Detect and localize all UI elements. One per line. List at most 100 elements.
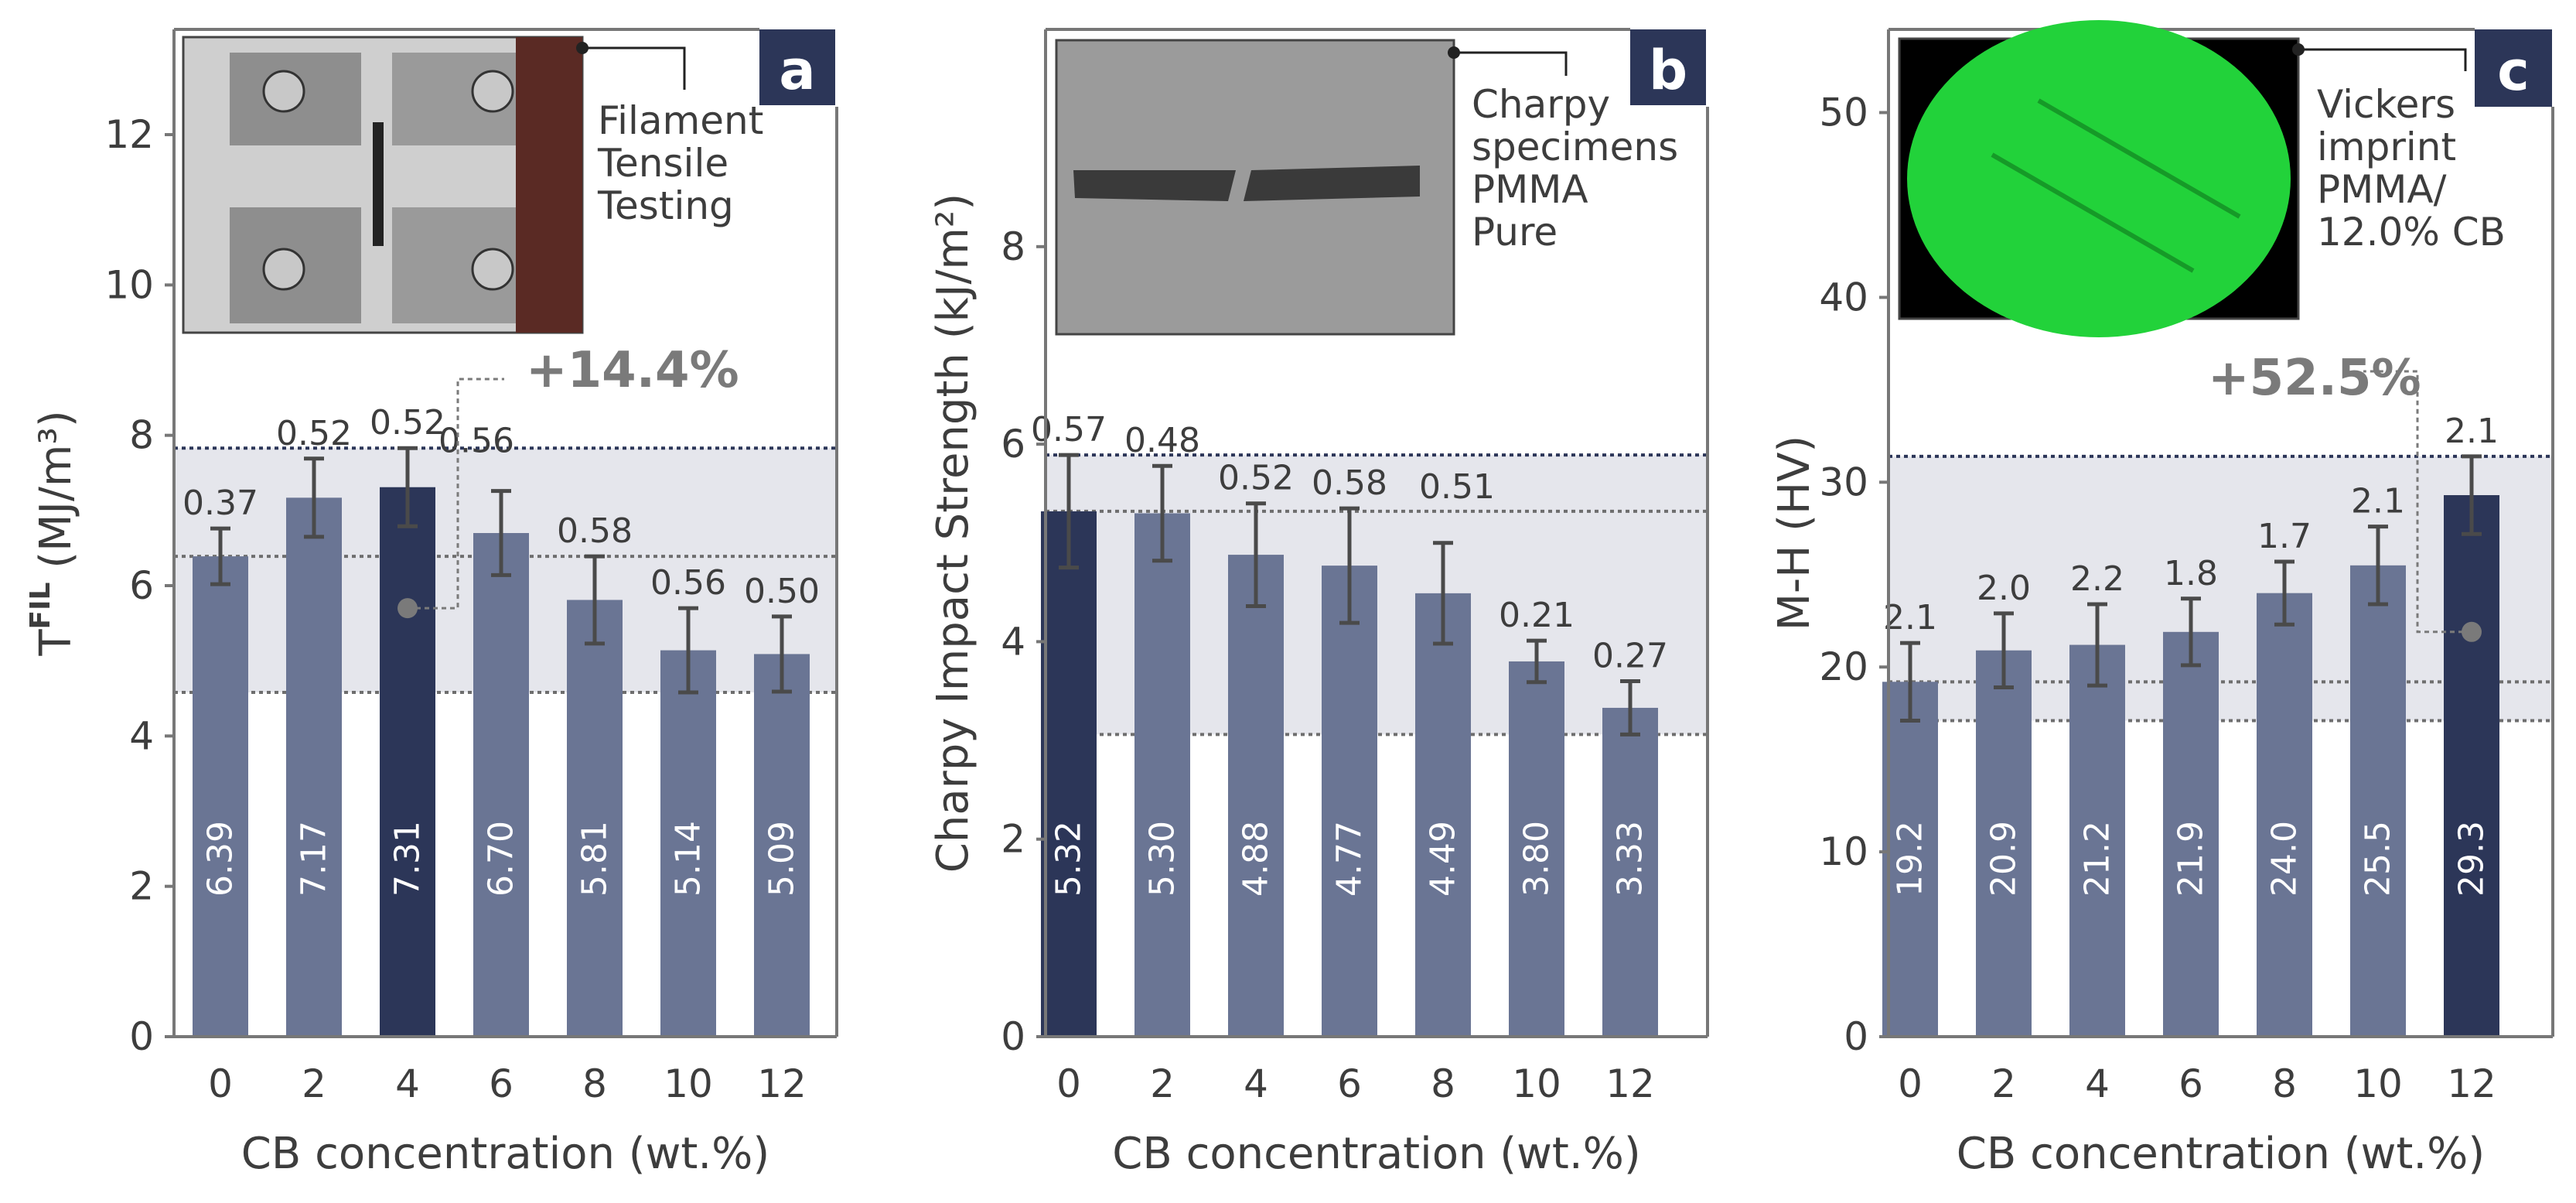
error-label: 1.8 xyxy=(2164,554,2218,593)
x-tick-label: 8 xyxy=(1431,1061,1455,1106)
value-label: 3.33 xyxy=(1611,821,1650,897)
panel-badge xyxy=(1630,29,1706,105)
caption-leader xyxy=(582,46,686,90)
error-label: 2.1 xyxy=(2445,412,2499,451)
x-axis-label: CB concentration (wt.%) xyxy=(1957,1129,2485,1179)
y-tick-label: 4 xyxy=(1001,619,1025,664)
bar xyxy=(1509,661,1564,1037)
bar xyxy=(286,497,342,1037)
value-label: 20.9 xyxy=(1984,821,2024,897)
caption-leader-dot xyxy=(1448,46,1460,59)
x-tick-label: 8 xyxy=(2272,1061,2297,1106)
value-label: 6.70 xyxy=(482,821,521,897)
screw-icon xyxy=(471,70,514,113)
value-label: 7.17 xyxy=(295,821,334,897)
bar xyxy=(2257,593,2312,1037)
improvement-label: +14.4% xyxy=(526,342,739,399)
error-label: 0.58 xyxy=(1312,463,1387,503)
surface-texture xyxy=(1991,98,2241,273)
y-axis-label-main: T xyxy=(31,629,81,657)
panel-badge-label: b xyxy=(1649,39,1687,102)
y-tick-label: 2 xyxy=(1001,817,1025,862)
value-label: 29.3 xyxy=(2452,821,2492,897)
y-tick-label: 20 xyxy=(1819,644,1868,689)
panel-badge-label: a xyxy=(779,39,815,102)
photo-caption-line: Tensile xyxy=(597,141,728,186)
bar xyxy=(2069,644,2125,1037)
error-label: 0.48 xyxy=(1124,421,1200,460)
photo-caption-line: 12.0% CB xyxy=(2317,210,2506,255)
caption-leader-dot xyxy=(576,42,589,54)
bar xyxy=(2350,565,2406,1037)
screw-icon xyxy=(471,248,514,291)
caption-leader xyxy=(1454,51,1568,76)
value-label: 4.88 xyxy=(1237,821,1276,897)
bar xyxy=(567,600,623,1037)
value-label: 4.49 xyxy=(1424,821,1463,897)
improvement-marker xyxy=(2462,621,2482,642)
y-axis-label: TFIL (MJ/m³) xyxy=(25,410,81,656)
bar xyxy=(473,533,529,1037)
bar xyxy=(1882,682,1938,1037)
x-tick-label: 10 xyxy=(664,1061,713,1106)
y-tick-label: 6 xyxy=(129,563,154,608)
error-label: 0.37 xyxy=(183,484,258,523)
x-tick-label: 8 xyxy=(582,1061,607,1106)
improvement-leader xyxy=(408,378,504,610)
value-label: 25.5 xyxy=(2359,821,2398,897)
screw-icon xyxy=(262,248,305,291)
value-label: 24.0 xyxy=(2265,821,2305,897)
bar xyxy=(1134,513,1190,1037)
y-tick-label: 2 xyxy=(129,864,154,909)
panel-c: 2.1 19.2 0 2.0 20.9 2 2.2 21.2 4 1.8 21.9 6 1.7 24.0 8… xyxy=(1769,20,2554,1179)
y-tick-label: 10 xyxy=(1819,829,1868,874)
x-tick-label: 10 xyxy=(2353,1061,2403,1106)
y-tick-label: 12 xyxy=(104,112,154,157)
y-tick-label: 40 xyxy=(1819,275,1868,320)
x-tick-label: 0 xyxy=(1898,1061,1923,1106)
y-tick-label: 0 xyxy=(1001,1014,1025,1059)
bar xyxy=(1322,566,1377,1037)
error-label: 0.52 xyxy=(370,403,445,443)
improvement-leader xyxy=(2363,370,2472,634)
value-label: 21.9 xyxy=(2172,821,2211,897)
error-label: 0.56 xyxy=(650,563,726,603)
y-tick-label: 50 xyxy=(1819,91,1868,135)
x-tick-label: 2 xyxy=(1991,1061,2016,1106)
bar xyxy=(1976,650,2032,1037)
x-tick-label: 6 xyxy=(2179,1061,2203,1106)
error-label: 0.21 xyxy=(1499,596,1575,635)
error-label: 0.27 xyxy=(1592,636,1668,675)
value-label: 6.39 xyxy=(201,821,241,897)
value-label: 21.2 xyxy=(2078,821,2117,897)
x-tick-label: 6 xyxy=(489,1061,513,1106)
photo-caption-line: Charpy xyxy=(1472,82,1610,127)
value-label: 4.77 xyxy=(1330,821,1370,897)
caption-leader xyxy=(2298,48,2467,71)
y-tick-label: 8 xyxy=(129,413,154,458)
error-label: 2.0 xyxy=(1977,569,2031,608)
machine-frame xyxy=(516,37,582,333)
y-tick-label: 0 xyxy=(129,1014,154,1059)
photo-caption-line: imprint xyxy=(2317,125,2456,169)
error-label: 2.1 xyxy=(2351,482,2405,521)
photo-caption-line: specimens xyxy=(1472,125,1678,169)
improvement-label: +52.5% xyxy=(2208,350,2421,407)
y-axis-label-main: M-H (HV) xyxy=(1769,436,1820,631)
bar xyxy=(1041,511,1097,1037)
x-tick-label: 4 xyxy=(2085,1061,2110,1106)
error-label: 2.2 xyxy=(2070,559,2124,599)
x-tick-label: 4 xyxy=(1244,1061,1268,1106)
value-label: 3.80 xyxy=(1517,821,1557,897)
photo-caption-line: Vickers xyxy=(2317,82,2455,127)
y-tick-label: 10 xyxy=(104,262,154,307)
y-axis-label-units: (MJ/m³) xyxy=(31,410,81,582)
value-label: 5.81 xyxy=(575,821,615,897)
value-label: 19.2 xyxy=(1891,821,1930,897)
x-tick-label: 12 xyxy=(1605,1061,1655,1106)
specimen-left xyxy=(1073,170,1236,201)
y-tick-label: 4 xyxy=(129,713,154,758)
error-label: 0.58 xyxy=(557,511,633,551)
value-label: 5.32 xyxy=(1049,821,1089,897)
